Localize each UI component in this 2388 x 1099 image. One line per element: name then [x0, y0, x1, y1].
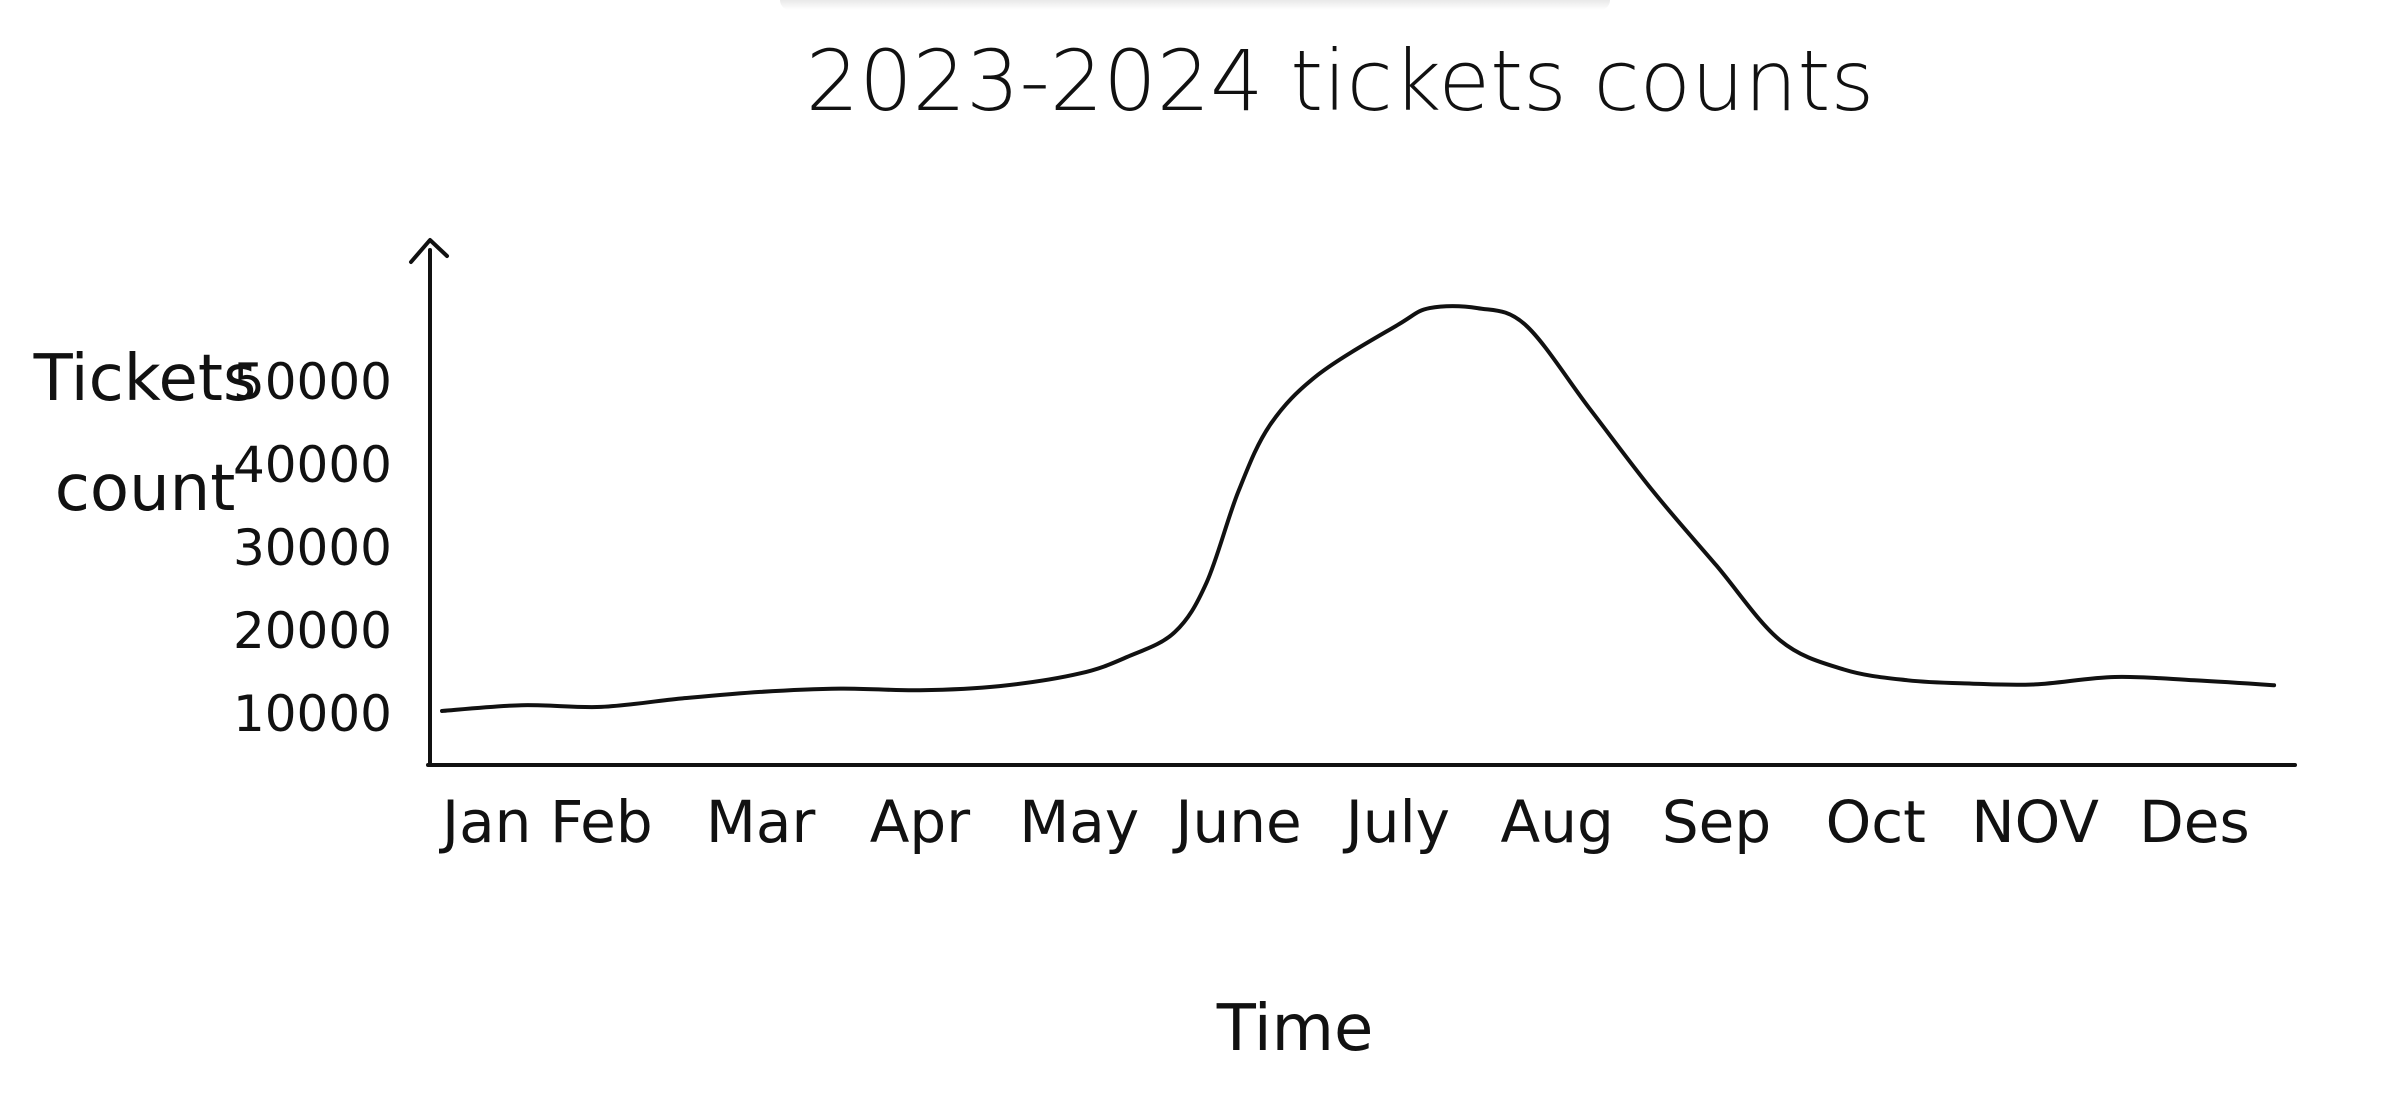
- x-tick-label: Des: [2139, 788, 2250, 856]
- top-shadow: [780, 0, 1610, 10]
- x-tick-label: Mar: [706, 788, 816, 856]
- x-tick-labels: Jan Feb Mar Apr May June July Aug Sep Oct NOV Des: [439, 788, 2250, 856]
- x-tick-label: Oct: [1826, 788, 1926, 856]
- x-tick-label: May: [1019, 788, 1139, 856]
- y-tick-label: 30000: [233, 519, 392, 577]
- x-tick-label: NOV: [1971, 788, 2099, 856]
- x-tick-label: Jan: [439, 788, 531, 856]
- y-axis-label-line: Tickets: [33, 342, 257, 416]
- x-tick-label: Sep: [1662, 788, 1771, 856]
- x-tick-label: Apr: [870, 788, 970, 856]
- x-tick-label: Feb: [550, 788, 653, 856]
- x-tick-label: Aug: [1501, 788, 1614, 856]
- y-axis-label: Tickets count: [33, 342, 257, 526]
- x-axis-label: Time: [1216, 992, 1374, 1066]
- y-axis-arrow-icon: [409, 238, 449, 264]
- y-tick-label: 10000: [233, 685, 392, 743]
- x-tick-label: June: [1172, 788, 1301, 856]
- series-line: [440, 304, 2277, 713]
- x-tick-label: July: [1343, 788, 1450, 856]
- y-tick-label: 20000: [233, 602, 392, 660]
- y-axis-label-line: count: [55, 452, 236, 526]
- chart-title: 2023-2024 tickets counts: [806, 32, 1875, 130]
- series-group: [440, 304, 2277, 713]
- y-tick-label: 50000: [233, 353, 392, 411]
- y-tick-label: 40000: [233, 436, 392, 494]
- y-tick-labels: 10000 20000 30000 40000 50000: [233, 353, 392, 743]
